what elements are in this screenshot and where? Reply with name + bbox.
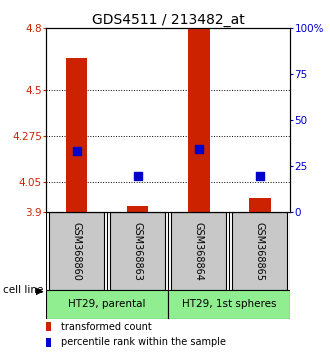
Point [196, 146, 201, 152]
Bar [249, 198, 271, 212]
Bar [46, 322, 51, 331]
Bar [188, 28, 210, 212]
Bar [66, 58, 87, 212]
Point [135, 173, 141, 178]
Point [74, 148, 79, 154]
Bar [110, 212, 165, 290]
Text: ▶: ▶ [36, 285, 44, 295]
Bar [46, 338, 51, 347]
Text: HT29, parental: HT29, parental [69, 299, 146, 309]
Text: cell line: cell line [3, 285, 44, 295]
Text: HT29, 1st spheres: HT29, 1st spheres [182, 299, 277, 309]
Text: GSM368865: GSM368865 [255, 222, 265, 281]
Bar [232, 212, 287, 290]
Bar [168, 290, 290, 319]
Point [257, 173, 263, 178]
Title: GDS4511 / 213482_at: GDS4511 / 213482_at [92, 13, 245, 27]
Text: GSM368860: GSM368860 [72, 222, 82, 281]
Text: GSM368864: GSM368864 [194, 222, 204, 281]
Bar [171, 212, 226, 290]
Text: transformed count: transformed count [61, 321, 151, 332]
Text: percentile rank within the sample: percentile rank within the sample [61, 337, 226, 348]
Bar [49, 212, 104, 290]
Bar [127, 206, 148, 212]
Text: GSM368863: GSM368863 [133, 222, 143, 281]
Bar [46, 290, 168, 319]
